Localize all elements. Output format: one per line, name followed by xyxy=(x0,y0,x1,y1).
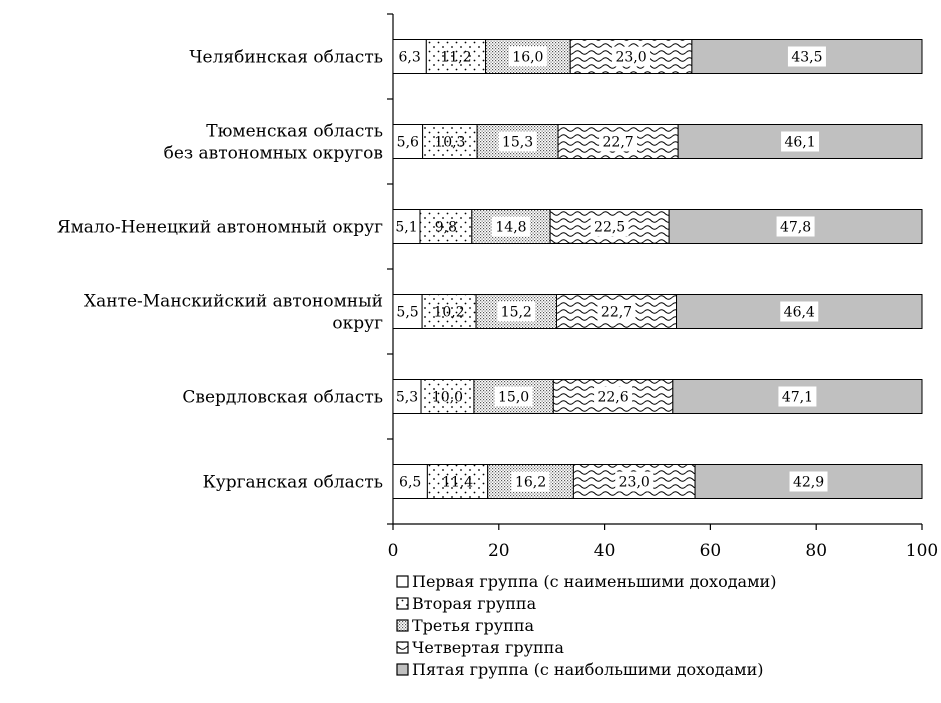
bar-segment xyxy=(426,464,489,499)
data-label: 46,1 xyxy=(784,135,815,151)
legend-swatch xyxy=(396,597,409,610)
data-label: 6,3 xyxy=(399,50,421,66)
data-label: 15,2 xyxy=(501,305,532,321)
data-label: 14,8 xyxy=(495,220,526,236)
data-label-bg xyxy=(590,216,629,237)
data-label: 22,5 xyxy=(594,220,625,236)
data-label-bg xyxy=(508,46,547,67)
data-label: 10,3 xyxy=(434,135,465,151)
data-label: 42,9 xyxy=(793,475,824,491)
data-label: 6,5 xyxy=(399,475,421,491)
bar-segment xyxy=(392,294,423,329)
chart-axes: 0 20 40 60 80 100 Челябинская область Тюменская… xyxy=(57,13,938,561)
data-label-bg xyxy=(599,131,638,152)
data-label-bg xyxy=(491,216,530,237)
data-label-bg xyxy=(789,471,828,492)
data-label: 15,0 xyxy=(498,390,529,406)
data-label-bg xyxy=(594,386,633,407)
legend-swatch xyxy=(396,619,409,632)
legend-swatch xyxy=(396,575,409,588)
legend-entry: Вторая группа xyxy=(412,594,537,613)
data-label: 10,2 xyxy=(433,305,464,321)
legend-entry: Третья группа xyxy=(412,616,534,635)
legend-entry: Четвертая группа xyxy=(412,638,564,657)
data-label: 47,1 xyxy=(782,390,813,406)
bar-segment xyxy=(392,464,428,499)
bar-segment xyxy=(421,294,477,329)
data-label: 43,5 xyxy=(791,50,822,66)
x-tick-label: 100 xyxy=(906,541,938,561)
legend-entry: Пятая группа (с наибольшими доходами) xyxy=(412,660,764,679)
data-label-bg xyxy=(778,386,817,407)
data-label: 46,4 xyxy=(784,305,815,321)
data-label: 5,5 xyxy=(396,305,418,321)
data-label: 15,3 xyxy=(502,135,533,151)
category-label: Челябинская область xyxy=(189,48,383,68)
x-tick-label: 20 xyxy=(488,541,510,561)
category-label: Свердловская область xyxy=(182,388,383,408)
data-label-bg xyxy=(615,471,654,492)
data-label: 16,0 xyxy=(512,50,543,66)
bar-segment xyxy=(392,39,427,74)
bar-segment xyxy=(392,209,421,244)
data-label: 23,0 xyxy=(619,475,650,491)
chart-bars: 6,3 11,2 16,0 23,0 43,5 5,6 10,3 15,3 22,7 46,1 5,… xyxy=(392,39,923,499)
data-label-bg xyxy=(787,46,826,67)
data-label-bg xyxy=(498,131,537,152)
legend-entry: Первая группа (с наименьшими доходами) xyxy=(412,572,776,591)
bar-segment xyxy=(422,124,478,159)
x-tick-label: 40 xyxy=(594,541,616,561)
legend-swatch xyxy=(396,663,409,676)
data-label: 9,8 xyxy=(435,220,457,236)
category-label: Тюменская область без автономных округов xyxy=(164,122,383,164)
bar-segment xyxy=(420,379,475,414)
data-label: 47,8 xyxy=(780,220,811,236)
category-label: Курганская область xyxy=(203,473,383,493)
data-label: 22,6 xyxy=(597,390,628,406)
data-label-bg xyxy=(776,216,815,237)
data-label-bg xyxy=(780,301,819,322)
data-label: 22,7 xyxy=(601,305,632,321)
bar-segment xyxy=(392,124,424,159)
data-label-bg xyxy=(497,301,536,322)
x-tick-label: 0 xyxy=(388,541,399,561)
data-label: 22,7 xyxy=(603,135,634,151)
data-label-bg xyxy=(494,386,533,407)
data-label: 5,1 xyxy=(395,220,417,236)
x-tick-label: 60 xyxy=(700,541,722,561)
data-label: 5,3 xyxy=(396,390,418,406)
legend-swatch xyxy=(396,641,409,654)
category-label: Ханте-Манскийский автономный округ xyxy=(84,292,383,334)
category-label: Ямало-Ненецкий автономный округ xyxy=(57,218,383,238)
chart-legend: Первая группа (с наименьшими доходами) Вт… xyxy=(396,572,776,679)
data-label: 11,2 xyxy=(440,50,471,66)
data-label: 23,0 xyxy=(615,50,646,66)
data-label-bg xyxy=(612,46,651,67)
data-label-bg xyxy=(597,301,636,322)
data-label: 5,6 xyxy=(397,135,419,151)
data-label: 11,4 xyxy=(442,475,473,491)
data-label-bg xyxy=(781,131,820,152)
data-label: 10,0 xyxy=(432,390,463,406)
x-tick-label: 80 xyxy=(805,541,827,561)
data-label: 16,2 xyxy=(515,475,546,491)
data-label-bg xyxy=(511,471,550,492)
